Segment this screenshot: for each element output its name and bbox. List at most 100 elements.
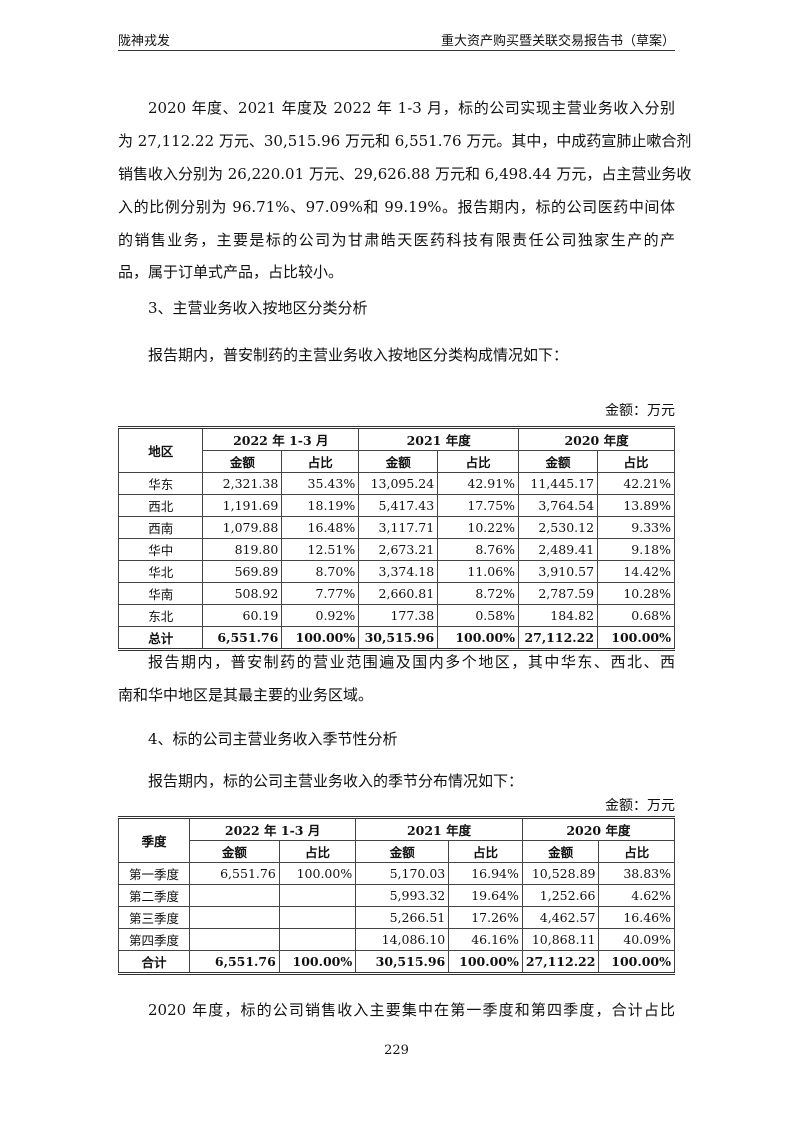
period-header: 2020 年度 — [521, 817, 676, 841]
quarterly-revenue-table: 季度 2022 年 1-3 月 2021 年度 2020 年度 金额 占比 金额 占比 金额 占比… — [117, 816, 676, 975]
table-cell: 8.76% — [437, 538, 520, 561]
table-row: 第三季度 5,266.51 17.26% 4,462.57 16.46% — [117, 906, 675, 929]
row-label: 第四季度 — [117, 928, 191, 951]
table-cell: 40.09% — [598, 928, 675, 951]
row-label: 东北 — [117, 604, 204, 627]
unit-label: 金额：万元 — [605, 403, 675, 419]
table-cell: 100.00% — [597, 626, 675, 650]
table-cell: 38.83% — [598, 862, 675, 885]
header-cell: 季度 — [117, 817, 191, 863]
para5: 2020 年度，标的公司销售收入主要集中在第一季度和第四季度，合计占比 — [148, 1001, 675, 1019]
section-heading-3: 3、主营业务收入按地区分类分析 — [148, 299, 368, 317]
share-header: 占比 — [281, 450, 360, 473]
table-cell: 819.80 — [202, 538, 283, 561]
amount-header: 金额 — [521, 840, 600, 863]
row-label: 西南 — [117, 516, 204, 539]
table-cell: 12.51% — [281, 538, 360, 561]
table-cell: 1,079.88 — [202, 516, 283, 539]
row-label: 西北 — [117, 494, 204, 517]
table-cell: 2,489.41 — [518, 538, 599, 561]
table-cell: 3,117.71 — [358, 516, 439, 539]
table-row: 华南 508.92 7.77% 2,660.81 8.72% 2,787.59 10.28% — [117, 582, 675, 605]
para1-line: 品，属于订单式产品，占比较小。 — [118, 263, 344, 281]
table-cell: 13.89% — [597, 494, 675, 517]
table-cell — [189, 906, 280, 929]
table-cell: 100.00% — [278, 950, 357, 974]
para1-line: 的销售业务，主要是标的公司为甘肃皓天医药科技有限责任公司独家生产的产 — [118, 231, 675, 249]
header-doc-title: 重大资产购买暨关联交易报告书（草案） — [440, 34, 675, 49]
table-cell: 5,417.43 — [358, 494, 439, 517]
table-cell: 27,112.22 — [521, 950, 600, 974]
row-label: 第三季度 — [117, 906, 191, 929]
share-header: 占比 — [278, 840, 357, 863]
table-row: 东北 60.19 0.92% 177.38 0.58% 184.82 0.68% — [117, 604, 675, 627]
table-cell: 60.19 — [202, 604, 283, 627]
table-cell: 100.00% — [598, 950, 675, 974]
table-cell: 10,868.11 — [521, 928, 600, 951]
period-header: 2021 年度 — [358, 427, 520, 451]
table-cell: 2,660.81 — [358, 582, 439, 605]
amount-header: 金额 — [189, 840, 280, 863]
share-header: 占比 — [597, 450, 675, 473]
table-row: 华北 569.89 8.70% 3,374.18 11.06% 3,910.57 14.42… — [117, 560, 675, 583]
table-cell: 1,252.66 — [521, 884, 600, 907]
table-cell: 4,462.57 — [521, 906, 600, 929]
table-cell: 42.21% — [597, 472, 675, 495]
para1-line: 2020 年度、2021 年度及 2022 年 1-3 月，标的公司实现主营业务… — [148, 99, 675, 117]
table-cell: 2,530.12 — [518, 516, 599, 539]
table-cell: 100.00% — [281, 626, 360, 650]
table-cell: 30,515.96 — [358, 626, 439, 650]
table-row: 第二季度 5,993.32 19.64% 1,252.66 4.62% — [117, 884, 675, 907]
period-header: 2022 年 1-3 月 — [189, 817, 357, 841]
table-cell: 7.77% — [281, 582, 360, 605]
table-cell: 100.00% — [437, 626, 520, 650]
amount-header: 金额 — [202, 450, 283, 473]
table-cell — [189, 928, 280, 951]
region-revenue-table: 地区 2022 年 1-3 月 2021 年度 2020 年度 金额 占比 金额 占比 金额 占比… — [117, 426, 675, 651]
para3-line: 南和华中地区是其最主要的业务区域。 — [118, 686, 374, 704]
table-cell: 6,551.76 — [189, 950, 280, 974]
table-cell: 3,764.54 — [518, 494, 599, 517]
para1-line: 销售收入分别为 26,220.01 万元、29,626.88 万元和 6,498… — [118, 165, 692, 183]
table-cell: 5,170.03 — [355, 862, 450, 885]
table-cell: 5,993.32 — [355, 884, 450, 907]
table-cell: 17.75% — [437, 494, 520, 517]
table-cell: 5,266.51 — [355, 906, 450, 929]
table-cell: 13,095.24 — [358, 472, 439, 495]
table-row: 西北 1,191.69 18.19% 5,417.43 17.75% 3,764.54 13… — [117, 494, 675, 517]
table-cell: 16.94% — [448, 862, 523, 885]
row-label: 总计 — [117, 626, 204, 650]
table-cell — [278, 928, 357, 951]
para3-line: 报告期内，普安制药的营业范围遍及国内多个地区，其中华东、西北、西 — [148, 653, 675, 671]
amount-header: 金额 — [518, 450, 599, 473]
table-cell — [278, 884, 357, 907]
table-row: 华中 819.80 12.51% 2,673.21 8.76% 2,489.41 9.18% — [117, 538, 675, 561]
table-cell: 27,112.22 — [518, 626, 599, 650]
table-cell: 100.00% — [448, 950, 523, 974]
share-header: 占比 — [437, 450, 520, 473]
table-cell: 2,787.59 — [518, 582, 599, 605]
table-cell: 100.00% — [278, 862, 357, 885]
page-number: 229 — [384, 1043, 409, 1058]
para1-line: 入的比例分别为 96.71%、97.09%和 99.19%。报告期内，标的公司医… — [118, 198, 675, 216]
section-heading-4: 4、标的公司主营业务收入季节性分析 — [148, 730, 398, 748]
table-cell: 11,445.17 — [518, 472, 599, 495]
table-cell: 10.22% — [437, 516, 520, 539]
table-cell: 2,673.21 — [358, 538, 439, 561]
table-row: 西南 1,079.88 16.48% 3,117.71 10.22% 2,530.12 9.… — [117, 516, 675, 539]
para2: 报告期内，普安制药的主营业务收入按地区分类构成情况如下： — [148, 346, 569, 364]
unit-label: 金额：万元 — [605, 798, 675, 814]
row-label: 第二季度 — [117, 884, 191, 907]
table-cell: 17.26% — [448, 906, 523, 929]
table-cell: 14,086.10 — [355, 928, 450, 951]
table-cell: 8.70% — [281, 560, 360, 583]
table-cell: 3,910.57 — [518, 560, 599, 583]
table-cell — [189, 884, 280, 907]
table-cell: 184.82 — [518, 604, 599, 627]
table-cell: 6,551.76 — [202, 626, 283, 650]
table-cell: 0.58% — [437, 604, 520, 627]
row-label: 华南 — [117, 582, 204, 605]
share-header: 占比 — [598, 840, 675, 863]
row-label: 华东 — [117, 472, 204, 495]
table-cell: 19.64% — [448, 884, 523, 907]
